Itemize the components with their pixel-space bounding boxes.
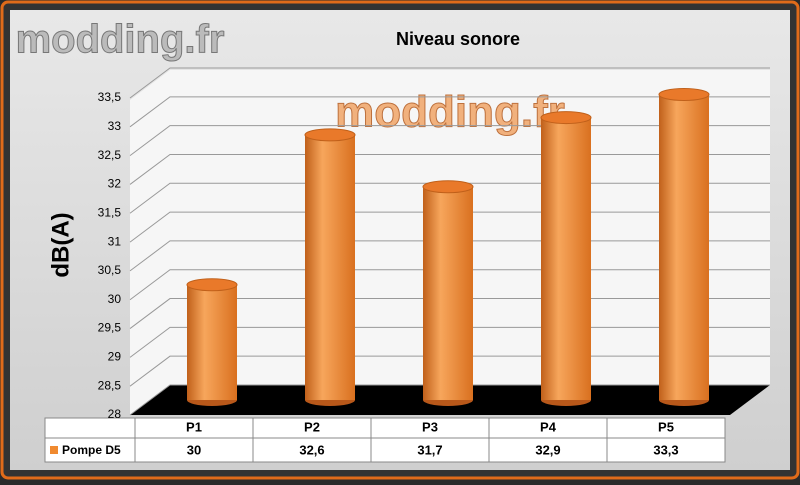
y-tick-label: 32 bbox=[108, 177, 122, 191]
y-tick-label: 28 bbox=[108, 407, 122, 421]
bar bbox=[659, 94, 709, 400]
bar-top bbox=[658, 88, 710, 102]
chart-title: Niveau sonore bbox=[396, 29, 520, 49]
y-tick-label: 31 bbox=[108, 234, 122, 248]
grid-line bbox=[129, 67, 770, 99]
data-table bbox=[44, 417, 726, 463]
bar bbox=[423, 186, 473, 400]
bar bbox=[541, 117, 591, 400]
watermark: modding.fr bbox=[335, 88, 565, 137]
y-tick-label: 30 bbox=[108, 292, 122, 306]
bar-top bbox=[186, 278, 238, 292]
y-axis-label: dB(A) bbox=[47, 212, 74, 277]
grid-line bbox=[129, 96, 770, 128]
legend-swatch bbox=[50, 446, 58, 454]
x-tick-label: P5 bbox=[658, 419, 674, 434]
legend-label: Pompe D5 bbox=[62, 443, 121, 457]
y-tick-label: 33,5 bbox=[98, 90, 122, 104]
y-tick-label: 29 bbox=[108, 350, 122, 364]
table-value: 33,3 bbox=[653, 442, 678, 457]
table-value: 32,9 bbox=[535, 442, 560, 457]
bar bbox=[187, 284, 237, 400]
y-tick-label: 33 bbox=[108, 119, 122, 133]
bar-top bbox=[304, 128, 356, 142]
x-tick-label: P2 bbox=[304, 419, 320, 434]
x-tick-label: P4 bbox=[540, 419, 557, 434]
y-tick-label: 29,5 bbox=[98, 321, 122, 335]
x-tick-label: P3 bbox=[422, 419, 438, 434]
table-value: 32,6 bbox=[299, 442, 324, 457]
x-tick-label: P1 bbox=[186, 419, 202, 434]
table-value: 30 bbox=[187, 442, 201, 457]
y-tick-label: 31,5 bbox=[98, 205, 122, 219]
bar bbox=[305, 134, 355, 400]
y-tick-label: 30,5 bbox=[98, 263, 122, 277]
y-tick-label: 32,5 bbox=[98, 148, 122, 162]
watermark: modding.fr bbox=[16, 18, 225, 62]
bar-top bbox=[422, 180, 474, 194]
bar-top bbox=[540, 111, 592, 125]
y-tick-label: 28,5 bbox=[98, 378, 122, 392]
table-value: 31,7 bbox=[417, 442, 442, 457]
